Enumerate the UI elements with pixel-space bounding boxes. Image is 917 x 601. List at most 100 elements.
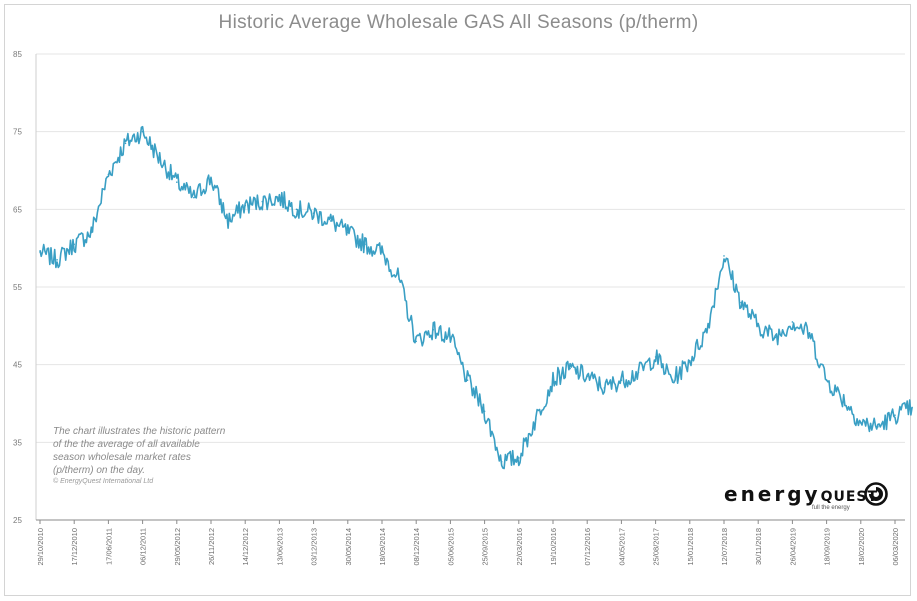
x-tick-label: 29/05/2012 <box>173 528 182 566</box>
data-point <box>860 422 862 424</box>
data-point <box>723 255 725 257</box>
data-point <box>706 328 708 331</box>
x-tick-label: 18/02/2020 <box>857 528 866 566</box>
data-point <box>603 387 606 389</box>
copyright-text: © EnergyQuest International Ltd <box>53 478 154 485</box>
note-line: season wholesale market rates <box>53 452 191 463</box>
x-tick-label: 22/03/2016 <box>515 528 524 566</box>
x-tick-label: 17/06/2011 <box>104 528 113 565</box>
energyquest-logo: energyQUEST full the energy <box>724 482 892 516</box>
data-point <box>312 212 315 215</box>
data-point <box>415 340 418 343</box>
data-point <box>261 200 264 203</box>
x-tick-label: 14/12/2012 <box>241 528 250 566</box>
data-point <box>244 204 246 207</box>
x-tick-label: 19/10/2016 <box>549 528 558 566</box>
note-line: (p/therm) on the day. <box>53 465 146 476</box>
data-point <box>381 251 383 253</box>
logo-tagline: full the energy <box>812 505 850 511</box>
data-point <box>449 336 452 339</box>
data-point <box>466 379 469 382</box>
data-point <box>637 371 640 374</box>
data-point <box>295 208 298 211</box>
x-tick-label: 05/06/2015 <box>446 528 455 566</box>
chart-frame <box>4 4 911 596</box>
x-tick-label: 25/08/2017 <box>652 528 661 566</box>
data-point <box>158 158 161 160</box>
y-tick-label: 65 <box>13 205 22 214</box>
series-line <box>39 125 913 470</box>
data-point <box>432 328 435 331</box>
data-point <box>73 243 75 246</box>
series-layer <box>39 125 913 470</box>
data-point <box>654 356 657 358</box>
y-tick-label: 25 <box>13 516 22 525</box>
x-tick-label: 29/10/2010 <box>36 528 45 566</box>
x-tick-label: 08/12/2014 <box>412 528 421 566</box>
x-tick-label: 12/07/2018 <box>720 528 729 566</box>
data-point <box>176 181 178 183</box>
x-tick-label: 03/12/2013 <box>310 528 319 566</box>
data-point <box>483 410 486 413</box>
logo-wordmark: energyQUEST <box>724 482 878 506</box>
y-tick-label: 45 <box>13 361 22 370</box>
data-point <box>586 375 588 378</box>
chart-note: The chart illustrates the historic patte… <box>53 425 293 487</box>
data-point <box>210 177 212 180</box>
y-tick-label: 55 <box>13 283 22 292</box>
gridlines <box>36 53 905 443</box>
data-point <box>791 321 794 323</box>
y-tick-label: 85 <box>13 50 22 59</box>
data-point <box>620 379 623 382</box>
x-tick-label: 26/11/2012 <box>207 528 216 565</box>
data-point <box>107 173 110 176</box>
data-point <box>671 379 674 382</box>
data-point <box>398 278 400 281</box>
data-point <box>877 426 879 428</box>
x-tick-label: 18/09/2019 <box>823 528 832 566</box>
data-point <box>193 196 195 199</box>
data-point <box>278 196 281 199</box>
data-point <box>774 336 777 339</box>
data-point <box>825 379 828 382</box>
data-point <box>894 414 896 416</box>
swirl-icon <box>864 482 888 506</box>
x-tick-label: 26/04/2019 <box>788 528 797 566</box>
x-tick-label: 06/12/2011 <box>139 528 148 565</box>
x-tick-label: 18/09/2014 <box>378 528 387 566</box>
y-tick-label: 75 <box>13 128 22 137</box>
data-point <box>757 325 759 327</box>
x-tick-label: 30/05/2014 <box>344 528 353 566</box>
chart-title: Historic Average Wholesale GAS All Seaso… <box>218 12 699 33</box>
x-tick-label: 07/12/2016 <box>583 528 592 566</box>
x-tick-label: 04/05/2017 <box>617 528 626 566</box>
data-point <box>689 359 691 362</box>
data-point <box>842 398 845 401</box>
data-point <box>56 259 58 261</box>
data-point <box>90 231 93 234</box>
data-point <box>500 460 503 463</box>
data-point <box>329 220 332 222</box>
data-point <box>552 379 554 382</box>
data-point <box>124 142 127 145</box>
data-point <box>911 406 913 409</box>
note-line: of the the average of all available <box>53 439 200 450</box>
x-tick-label: 06/03/2020 <box>891 528 900 566</box>
x-tick-label: 13/06/2013 <box>275 528 284 566</box>
data-point <box>364 243 366 246</box>
x-tick-label: 30/11/2018 <box>754 528 763 565</box>
y-axis: 85 75 65 55 45 35 25 <box>13 50 37 525</box>
logo-word-end: QUEST <box>820 489 879 505</box>
data-point <box>39 251 41 253</box>
x-tick-label: 15/01/2018 <box>686 528 695 566</box>
data-point <box>141 130 144 133</box>
data-point <box>535 418 537 420</box>
data-point <box>808 332 811 335</box>
data-point <box>347 231 349 234</box>
data-point <box>740 301 742 304</box>
logo-word-start: energy <box>724 482 821 506</box>
x-tick-label: 17/12/2010 <box>70 528 79 566</box>
y-tick-label: 35 <box>13 438 22 447</box>
data-point <box>518 457 520 459</box>
